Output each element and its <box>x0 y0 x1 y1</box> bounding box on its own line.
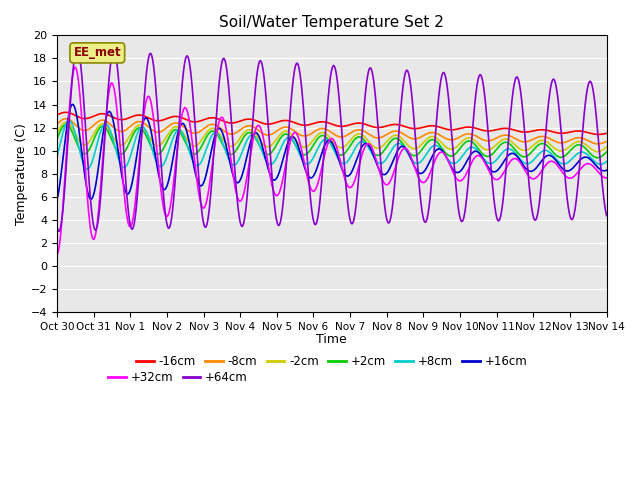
+16cm <box>321 143 328 148</box>
-2cm <box>587 146 595 152</box>
+64cm <box>587 79 595 85</box>
-16cm <box>486 128 494 134</box>
-2cm <box>594 149 602 155</box>
+2cm <box>321 133 328 139</box>
Line: +64cm: +64cm <box>57 48 607 231</box>
-8cm <box>81 128 89 133</box>
-8cm <box>486 138 494 144</box>
Title: Soil/Water Temperature Set 2: Soil/Water Temperature Set 2 <box>220 15 444 30</box>
+2cm <box>81 151 89 157</box>
+16cm <box>587 157 595 163</box>
+8cm <box>486 161 494 167</box>
+32cm <box>53 252 61 257</box>
+8cm <box>587 155 595 161</box>
+2cm <box>306 148 314 154</box>
Line: +32cm: +32cm <box>57 67 607 254</box>
-2cm <box>486 146 494 152</box>
+64cm <box>486 157 494 163</box>
Line: +2cm: +2cm <box>57 124 607 158</box>
X-axis label: Time: Time <box>316 333 347 346</box>
-8cm <box>594 141 602 147</box>
-2cm <box>321 130 328 136</box>
-2cm <box>587 146 595 152</box>
Line: -2cm: -2cm <box>57 122 607 152</box>
+16cm <box>587 157 595 163</box>
-2cm <box>53 131 61 136</box>
Y-axis label: Temperature (C): Temperature (C) <box>15 123 28 225</box>
+32cm <box>306 184 314 190</box>
Line: -8cm: -8cm <box>57 119 607 144</box>
-16cm <box>587 131 595 136</box>
+2cm <box>587 151 595 157</box>
+2cm <box>603 149 611 155</box>
+64cm <box>588 80 595 85</box>
+8cm <box>53 154 61 160</box>
+8cm <box>307 159 314 165</box>
-8cm <box>321 126 328 132</box>
-16cm <box>321 119 328 125</box>
+16cm <box>69 101 77 107</box>
-8cm <box>53 121 61 127</box>
-16cm <box>587 131 595 136</box>
+8cm <box>588 156 595 161</box>
-2cm <box>306 141 314 147</box>
-16cm <box>53 112 61 118</box>
-16cm <box>595 132 602 137</box>
+32cm <box>486 170 494 176</box>
+8cm <box>83 166 91 172</box>
-8cm <box>62 116 70 121</box>
+2cm <box>587 151 595 157</box>
+32cm <box>81 167 89 172</box>
+8cm <box>81 165 89 170</box>
+16cm <box>81 176 89 182</box>
-2cm <box>603 144 611 150</box>
Line: +8cm: +8cm <box>57 120 607 169</box>
+32cm <box>587 161 595 167</box>
+8cm <box>65 118 73 123</box>
+32cm <box>321 153 328 158</box>
+16cm <box>306 175 314 180</box>
-2cm <box>62 120 70 125</box>
-16cm <box>603 131 611 136</box>
+2cm <box>53 136 61 142</box>
+2cm <box>486 153 494 159</box>
Line: -16cm: -16cm <box>57 112 607 134</box>
+64cm <box>53 224 61 230</box>
+64cm <box>307 193 314 199</box>
+8cm <box>321 137 329 143</box>
+64cm <box>321 137 329 143</box>
Legend: +32cm, +64cm: +32cm, +64cm <box>103 367 253 389</box>
-2cm <box>81 142 89 148</box>
+8cm <box>603 158 611 164</box>
+2cm <box>62 121 70 127</box>
-8cm <box>603 139 611 144</box>
-16cm <box>81 116 89 121</box>
Text: EE_met: EE_met <box>74 47 121 60</box>
-8cm <box>587 139 595 145</box>
+16cm <box>486 167 494 172</box>
+32cm <box>603 175 611 181</box>
+64cm <box>55 228 63 234</box>
+32cm <box>587 162 595 168</box>
Line: +16cm: +16cm <box>57 104 607 200</box>
-16cm <box>306 121 314 127</box>
-8cm <box>587 139 595 145</box>
+2cm <box>594 155 602 161</box>
+32cm <box>71 64 79 70</box>
-16cm <box>62 109 70 115</box>
+16cm <box>603 168 611 173</box>
+16cm <box>53 197 61 203</box>
+64cm <box>73 46 81 51</box>
+64cm <box>82 126 90 132</box>
+64cm <box>603 213 611 218</box>
-8cm <box>306 132 314 137</box>
